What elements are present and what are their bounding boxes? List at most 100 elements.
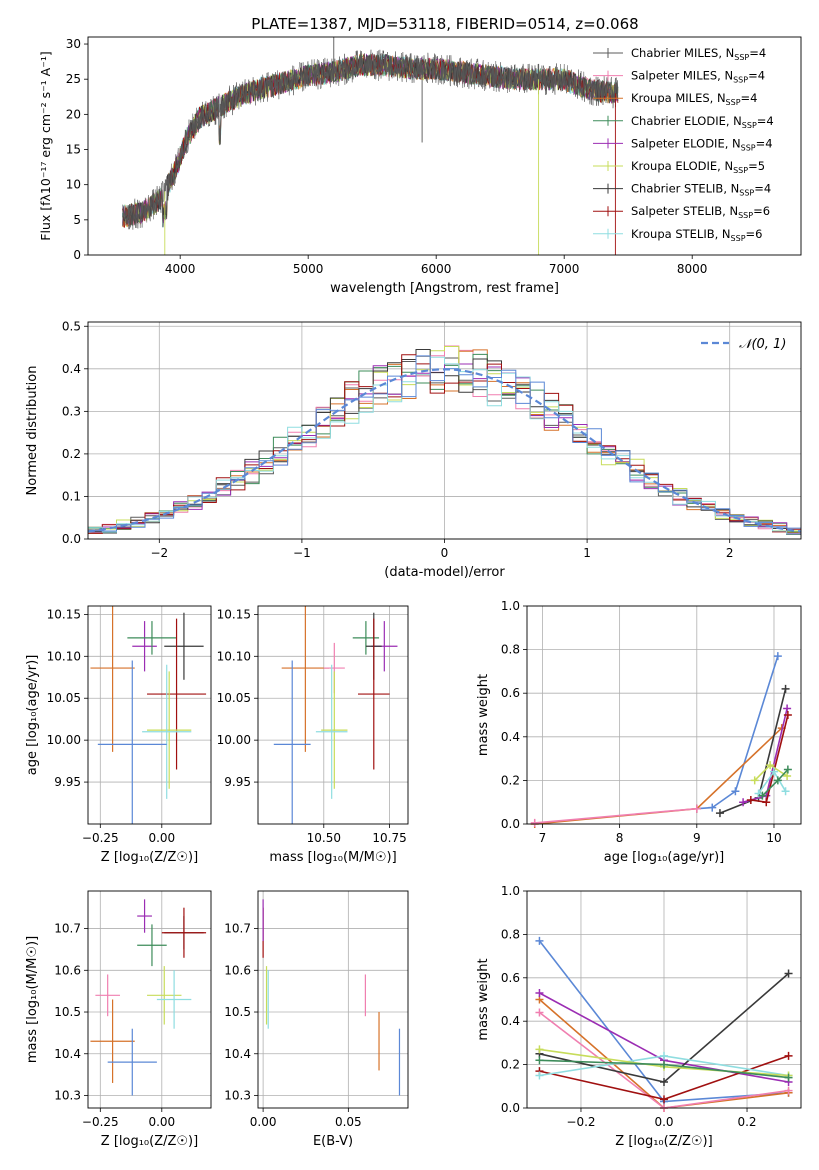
x-tick-label: 6000 <box>421 262 452 276</box>
x-tick-label: 4000 <box>165 262 196 276</box>
weight-marker <box>746 796 755 805</box>
x-tick-label: 9 <box>693 831 701 845</box>
weight-marker <box>535 1008 544 1017</box>
x-tick-label: 0.05 <box>335 1115 362 1129</box>
histogram-step <box>88 346 801 534</box>
weight-marker <box>758 791 767 800</box>
x-axis-label: Z [log₁₀(Z/Z☉)] <box>101 850 198 865</box>
weight-marker <box>781 787 790 796</box>
y-tick-label: 15 <box>66 143 81 157</box>
x-tick-label: 7000 <box>549 262 580 276</box>
x-tick-label: 10.50 <box>307 831 341 845</box>
weight-marker <box>535 1071 544 1080</box>
axes-frame <box>526 890 802 1109</box>
x-axis-label: (data-model)/error <box>384 565 505 580</box>
y-axis-label: mass weight <box>476 958 491 1040</box>
legend-label: Chabrier MILES, NSSP=4 <box>631 46 766 62</box>
histogram-step <box>88 354 801 534</box>
y-axis-label: age [log₁₀(age/yr)] <box>25 655 40 776</box>
mass-vs-z-panel: −0.25 0.00 10.3 10.4 10.5 10.6 10.7 Z [log₁₀(Z/… <box>25 890 212 1149</box>
weight-marker <box>535 1045 544 1054</box>
x-tick-label: 1 <box>583 546 591 560</box>
axes-frame <box>257 890 409 1109</box>
y-tick-label: 10.6 <box>224 963 251 977</box>
x-tick-label: 2 <box>726 546 734 560</box>
y-tick-label: 0.0 <box>501 817 520 831</box>
weight-marker <box>660 1077 668 1086</box>
legend-label: Salpeter ELODIE, NSSP=4 <box>631 136 773 152</box>
y-tick-label: 10.15 <box>47 607 81 621</box>
axes-frame <box>87 605 212 825</box>
weight-line <box>538 998 789 1108</box>
y-tick-label: 10.7 <box>224 922 251 936</box>
weight-marker <box>530 818 539 827</box>
y-tick-label: 20 <box>66 107 81 121</box>
weight-marker <box>783 772 792 781</box>
y-tick-label: 0.4 <box>501 1014 520 1028</box>
spectrum-data-line <box>122 49 619 230</box>
y-tick-label: 0 <box>73 248 81 262</box>
y-tick-label: 9.95 <box>224 775 251 789</box>
weight-marker <box>708 803 717 812</box>
weight-marker <box>781 684 790 693</box>
y-tick-label: 0.2 <box>501 1058 520 1072</box>
x-tick-label: −0.25 <box>82 1115 119 1129</box>
spectrum-panel: 4000 5000 6000 7000 8000 0 5 10 15 20 25 30 waveleng… <box>38 36 802 296</box>
y-axis-label: Normed distribution <box>25 366 40 496</box>
weight-marker <box>750 776 759 785</box>
y-tick-label: 10.00 <box>47 733 81 747</box>
y-axis-label: mass weight <box>476 674 491 756</box>
y-tick-label: 5 <box>73 213 81 227</box>
weight-line <box>539 1011 789 1108</box>
axes-frame <box>87 321 802 540</box>
legend-label: Kroupa MILES, NSSP=4 <box>631 91 757 107</box>
x-tick-label: −0.2 <box>566 1115 595 1129</box>
y-axis-label: mass [log₁₀(M/M☉)] <box>25 936 40 1063</box>
y-tick-label: 10.3 <box>224 1088 251 1102</box>
figure-title: PLATE=1387, MJD=53118, FIBERID=0514, z=0… <box>251 15 638 33</box>
age-vs-mass-panel: 10.50 10.75 9.95 10.00 10.05 10.10 10.15 mass [… <box>217 605 409 865</box>
y-tick-label: 10.05 <box>47 691 81 705</box>
mass-vs-ebv-panel: 0.00 0.05 10.3 10.4 10.5 10.6 10.7 E(B-V) <box>224 890 409 1149</box>
x-tick-label: 8 <box>616 831 624 845</box>
legend-label: Salpeter MILES, NSSP=4 <box>631 69 765 85</box>
weight-marker <box>762 798 771 807</box>
y-tick-label: 9.95 <box>54 775 81 789</box>
weight-marker <box>692 804 701 813</box>
y-tick-label: 1.0 <box>501 599 520 613</box>
x-tick-label: −0.25 <box>82 831 119 845</box>
y-tick-label: 0.6 <box>501 686 520 700</box>
legend-label: Kroupa ELODIE, NSSP=5 <box>631 159 765 175</box>
age-vs-z-panel: −0.25 0.00 9.95 10.00 10.05 10.10 10.15 Z [log₁… <box>25 605 212 865</box>
y-tick-label: 10.05 <box>217 691 251 705</box>
y-tick-label: 0.8 <box>501 643 520 657</box>
y-tick-label: 0.8 <box>501 927 520 941</box>
weight-marker <box>535 1056 544 1065</box>
y-tick-label: 10.3 <box>54 1088 81 1102</box>
x-tick-label: 5000 <box>293 262 324 276</box>
weight-marker <box>715 809 724 818</box>
weight-marker <box>535 936 544 945</box>
y-tick-label: 10.4 <box>224 1047 251 1061</box>
normal-curve <box>88 368 801 533</box>
weight-marker <box>660 1095 668 1104</box>
x-tick-label: 0.2 <box>737 1115 756 1129</box>
y-tick-label: 10.10 <box>47 649 81 663</box>
weight-line <box>534 727 783 824</box>
y-tick-label: 0.5 <box>62 319 81 333</box>
mass-weight-vs-age-panel: 7 8 9 10 0.0 0.2 0.4 0.6 0.8 1.0 age [log₁₀(age/yr… <box>476 599 802 865</box>
legend-label: Chabrier STELIB, NSSP=4 <box>631 182 771 198</box>
x-tick-label: 0.00 <box>148 831 175 845</box>
axes-frame <box>526 605 802 825</box>
weight-line <box>742 708 788 803</box>
weight-marker <box>739 798 748 807</box>
x-axis-label: Z [log₁₀(Z/Z☉)] <box>101 1134 198 1149</box>
y-tick-label: 0.4 <box>501 730 520 744</box>
weight-marker <box>784 969 793 978</box>
y-tick-label: 0.6 <box>501 971 520 985</box>
y-tick-label: 10.5 <box>54 1005 81 1019</box>
y-tick-label: 1.0 <box>501 884 520 898</box>
weight-marker <box>731 787 740 796</box>
y-tick-label: 0.1 <box>62 489 81 503</box>
